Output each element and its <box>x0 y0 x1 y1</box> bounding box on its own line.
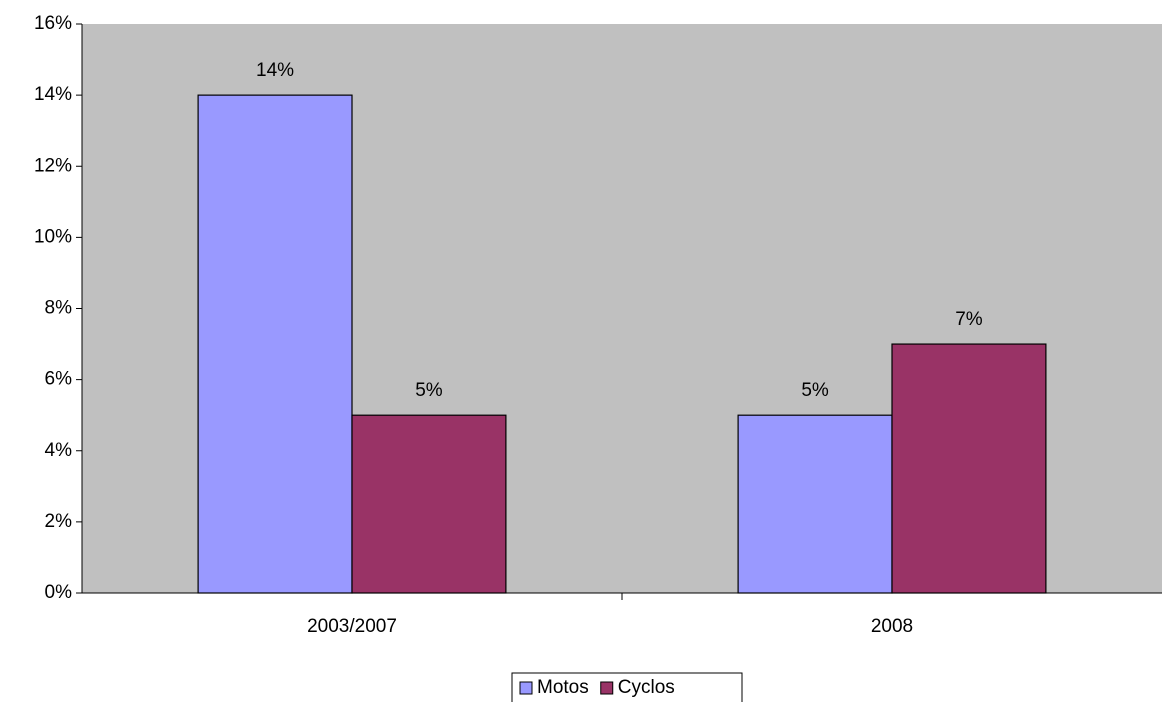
legend-label: Cyclos <box>618 677 675 698</box>
bar <box>737 414 893 594</box>
bar <box>197 94 353 594</box>
x-tick-label: 2003/2007 <box>307 616 397 637</box>
legend-label: Motos <box>537 677 589 698</box>
y-tick-label: 16% <box>34 13 72 34</box>
value-label: 5% <box>415 380 443 401</box>
bar <box>351 414 507 594</box>
legend-swatch <box>600 681 614 695</box>
y-tick-label: 6% <box>45 369 73 390</box>
legend-box <box>511 672 743 702</box>
value-label: 14% <box>256 60 294 81</box>
value-label: 7% <box>955 309 983 330</box>
y-tick-label: 12% <box>34 155 72 176</box>
y-tick-label: 14% <box>34 84 72 105</box>
y-tick-label: 10% <box>34 226 72 247</box>
value-label: 5% <box>801 380 829 401</box>
x-tick-label: 2008 <box>871 616 913 637</box>
y-tick-label: 8% <box>45 298 73 319</box>
y-tick-label: 0% <box>45 582 73 603</box>
y-tick-label: 2% <box>45 511 73 532</box>
bar <box>891 343 1047 594</box>
y-tick-label: 4% <box>45 440 73 461</box>
legend-swatch <box>519 681 533 695</box>
